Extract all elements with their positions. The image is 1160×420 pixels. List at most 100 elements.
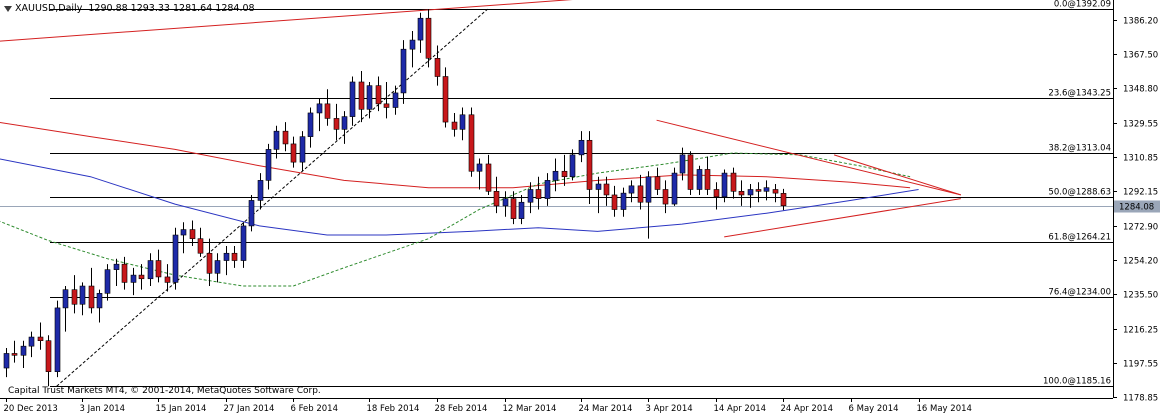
time-tick-label: 6 May 2014: [849, 404, 899, 414]
candle-body-bear: [164, 276, 171, 283]
candle-body-bear: [231, 252, 238, 261]
time-tick-label: 16 May 2014: [917, 404, 972, 414]
candle-body-bear: [772, 189, 779, 194]
candle-body-bull: [341, 116, 348, 130]
price-tick-label: 1367.50: [1123, 51, 1158, 61]
candle-body-bull: [307, 112, 314, 137]
candle-body-bear: [654, 176, 661, 190]
candle-body-bear: [45, 340, 52, 372]
time-tick-label: 15 Jan 2014: [156, 404, 207, 414]
candle-body-bear: [451, 121, 458, 130]
trendline: [656, 119, 961, 196]
price-tick-label: 1178.85: [1123, 394, 1158, 404]
candle-body-bull: [527, 189, 534, 203]
time-tick-label: 24 Mar 2014: [579, 404, 633, 414]
candle-body-bull: [257, 180, 264, 201]
trendline: [833, 154, 961, 196]
candle-body-bull: [273, 130, 280, 150]
trendline: [724, 198, 961, 238]
fib-level-label: 38.2@1313.04: [1048, 144, 1111, 154]
candle-body-bull: [265, 149, 272, 181]
candle-body-bear: [468, 114, 475, 172]
price-tick-label: 1329.55: [1123, 120, 1158, 130]
candle-body-bull: [595, 183, 602, 190]
candle-body-bear: [485, 163, 492, 192]
candle-body-bear: [611, 194, 618, 210]
candle-body-bull: [28, 336, 35, 347]
candle-body-bull: [569, 154, 576, 178]
candle-body-bull: [113, 263, 120, 270]
caret-down-icon[interactable]: [4, 5, 12, 12]
current-price-label: 1284.08: [1119, 203, 1154, 213]
candle-body-bull: [459, 114, 466, 130]
candle-body-bull: [552, 170, 559, 181]
trendlines: [0, 0, 961, 387]
time-tick-label: 20 Dec 2013: [4, 404, 58, 414]
time-tick-label: 27 Jan 2014: [224, 404, 275, 414]
candle-body-bull: [54, 307, 61, 372]
candle-body-bull: [544, 180, 551, 199]
moving-average-line: [0, 158, 919, 236]
candle-body-bull: [223, 252, 230, 261]
candle-body-bull: [679, 154, 686, 174]
copyright-text: Capital Trust Markets MT4, © 2001-2014, …: [8, 386, 321, 396]
candle-body-bear: [282, 130, 289, 145]
candle-body-bull: [96, 293, 103, 309]
fib-level-label: 23.6@1343.25: [1048, 89, 1111, 99]
candle-body-bear: [730, 172, 737, 192]
fib-level-label: 76.4@1234.00: [1048, 288, 1111, 298]
candle-body-bull: [578, 139, 585, 156]
candle-body-bear: [637, 185, 644, 203]
candle-body-bear: [780, 193, 787, 207]
candle-body-bear: [535, 189, 542, 199]
candle-body-bull: [180, 229, 187, 236]
symbol-label: XAUUSD,Daily: [15, 3, 83, 14]
candle-body-bear: [375, 85, 382, 105]
candle-body-bear: [738, 191, 745, 196]
time-tick-label: 14 Apr 2014: [714, 404, 767, 414]
candle-body-bull: [476, 163, 483, 172]
candle-body-bull: [62, 289, 69, 309]
candle-body-bull: [248, 200, 255, 227]
price-tick-label: 1197.55: [1123, 360, 1158, 370]
candle-body-bull: [671, 172, 678, 205]
candle-body-bull: [20, 345, 27, 356]
candles: [3, 9, 787, 387]
time-axis: 20 Dec 2013 3 Jan 2014 15 Jan 2014 27 Jan 2…: [0, 398, 1113, 414]
candle-body-bear: [755, 189, 762, 192]
candle-body-bear: [37, 336, 44, 342]
fib-level-label: 0.0@1392.09: [1054, 0, 1111, 10]
candle-body-bear: [197, 238, 204, 254]
candle-body-bull: [518, 201, 525, 219]
fib-level-label: 50.0@1288.63: [1048, 188, 1111, 198]
candle-body-bull: [392, 92, 399, 108]
chart-header: XAUUSD,Daily 1290.88 1293.33 1281.64 128…: [4, 3, 255, 14]
price-tick-label: 1254.20: [1123, 257, 1158, 267]
candle-body-bull: [79, 285, 86, 305]
candle-body-bear: [687, 154, 694, 190]
candle-body-bear: [290, 143, 297, 163]
candle-body-bear: [206, 252, 213, 274]
current-price-badge: [1114, 200, 1160, 213]
candle-body-bull: [763, 187, 770, 192]
price-tick-label: 1272.90: [1123, 223, 1158, 233]
price-tick-label: 1235.50: [1123, 291, 1158, 301]
candle-body-bear: [586, 139, 593, 190]
candle-body-bear: [603, 183, 610, 196]
time-tick-label: 3 Apr 2014: [646, 404, 693, 414]
price-axis: 1386.20 1367.50 1348.80 1329.55 1310.85 1292.…: [1113, 0, 1160, 404]
candle-body-bull: [400, 48, 407, 94]
price-tick-label: 1348.80: [1123, 85, 1158, 95]
candle-body-bear: [425, 17, 432, 59]
candle-body-bear: [510, 198, 517, 219]
time-tick-label: 24 Apr 2014: [781, 404, 834, 414]
candle-body-bull: [502, 198, 509, 207]
trendline: [56, 8, 488, 387]
ohlc-values: 1290.88 1293.33 1281.64 1284.08: [88, 3, 255, 14]
time-tick-label: 12 Mar 2014: [503, 404, 557, 414]
candle-body-bear: [71, 289, 78, 305]
candle-body-bull: [747, 189, 754, 196]
candle-body-bear: [189, 229, 196, 239]
